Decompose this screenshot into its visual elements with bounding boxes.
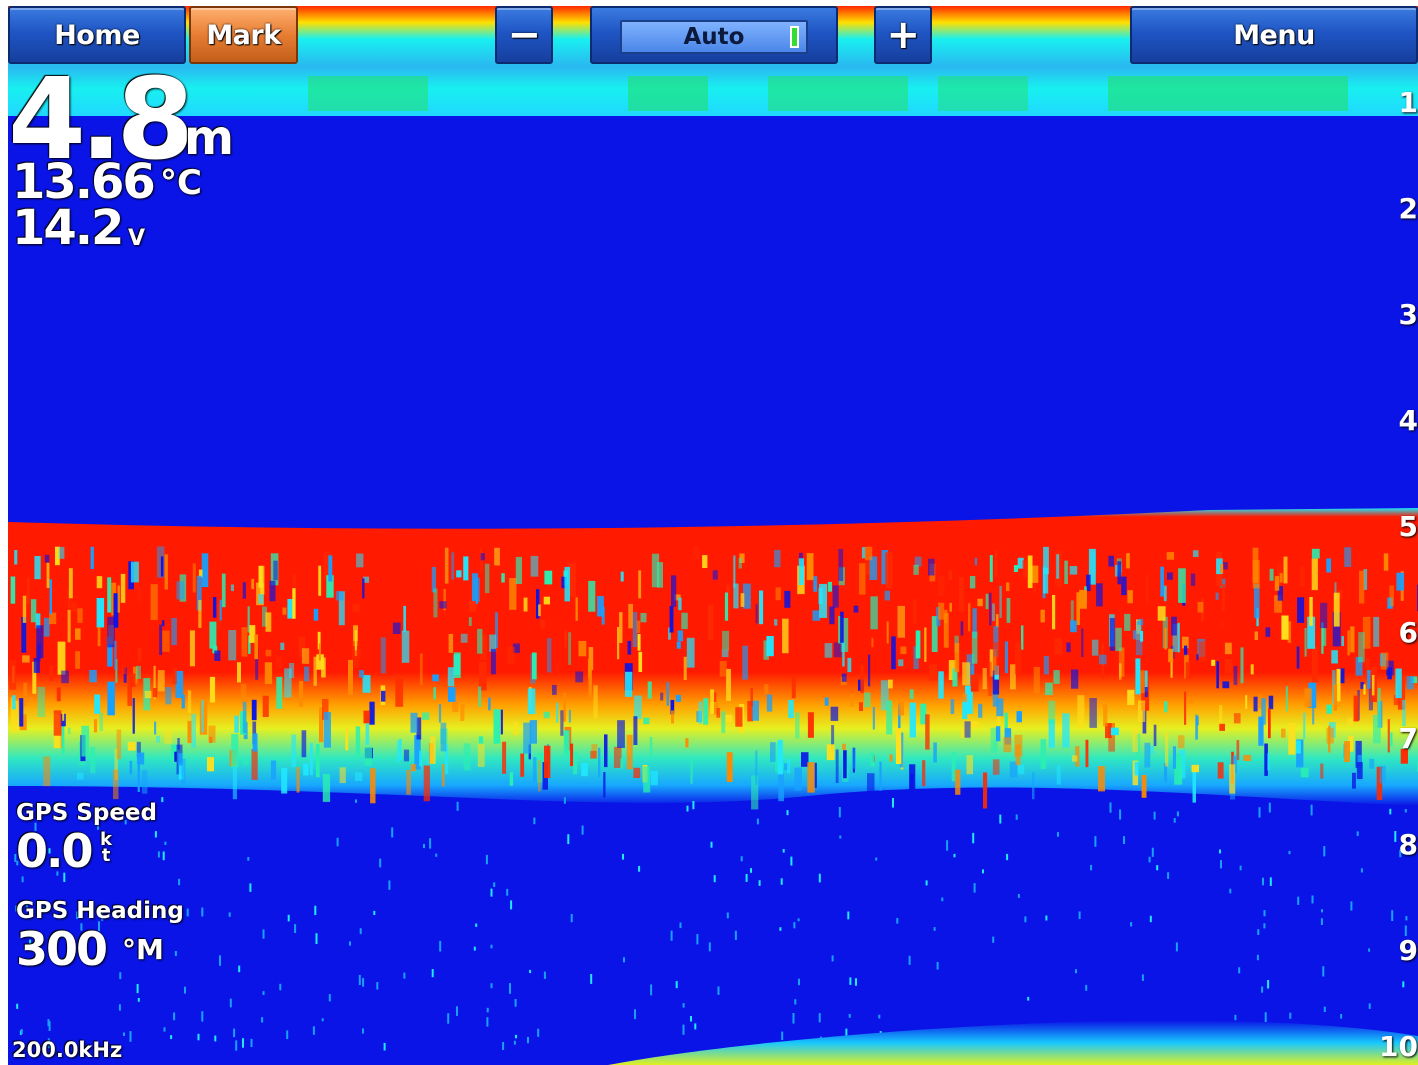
depth-scale-tick: 8: [1398, 828, 1418, 861]
depth-scale-tick: 1: [1398, 86, 1418, 119]
gain-decrease-button[interactable]: −: [495, 6, 553, 64]
home-button[interactable]: Home: [8, 6, 186, 64]
sonar-frequency: 200.0kHz: [12, 1038, 123, 1062]
secondary-return: [608, 1020, 1418, 1065]
depth-scale-tick: 4: [1398, 404, 1418, 437]
water-temperature-value: 13.66: [12, 154, 156, 210]
depth-scale-tick: 6: [1398, 616, 1418, 649]
gain-level-indicator: [790, 26, 799, 48]
voltage-unit: V: [128, 226, 146, 251]
gain-increase-button[interactable]: +: [874, 6, 932, 64]
menu-button[interactable]: Menu: [1130, 6, 1418, 64]
gps-heading-value: 300: [16, 922, 108, 976]
voltage-value: 14.2: [12, 200, 124, 256]
depth-scale-tick: 2: [1398, 192, 1418, 225]
water-temperature-unit: °C: [160, 163, 202, 203]
sonar-speckle: [9, 546, 1418, 1054]
depth-scale-tick: 10: [1379, 1030, 1418, 1063]
gps-speed-value: 0.0: [16, 824, 93, 878]
depth-scale-tick: 5: [1398, 510, 1418, 543]
depth-value: 4.8: [8, 55, 194, 185]
depth-scale-tick: 3: [1398, 298, 1418, 331]
gain-control[interactable]: Auto: [590, 6, 838, 64]
gain-mode-label: Auto: [683, 24, 745, 50]
depth-scale-tick: 9: [1398, 934, 1418, 967]
gps-speed-label: GPS Speed: [16, 800, 157, 826]
gain-field[interactable]: Auto: [620, 20, 808, 54]
depth-unit: m: [184, 110, 235, 166]
gps-heading-unit: °M: [122, 933, 164, 966]
gps-heading-label: GPS Heading: [16, 898, 184, 924]
sonar-screen: Home Mark − Auto + Menu 4.8 m 13.66 °C 1…: [8, 6, 1418, 1065]
depth-scale-tick: 7: [1398, 722, 1418, 755]
mark-button[interactable]: Mark: [189, 6, 298, 64]
